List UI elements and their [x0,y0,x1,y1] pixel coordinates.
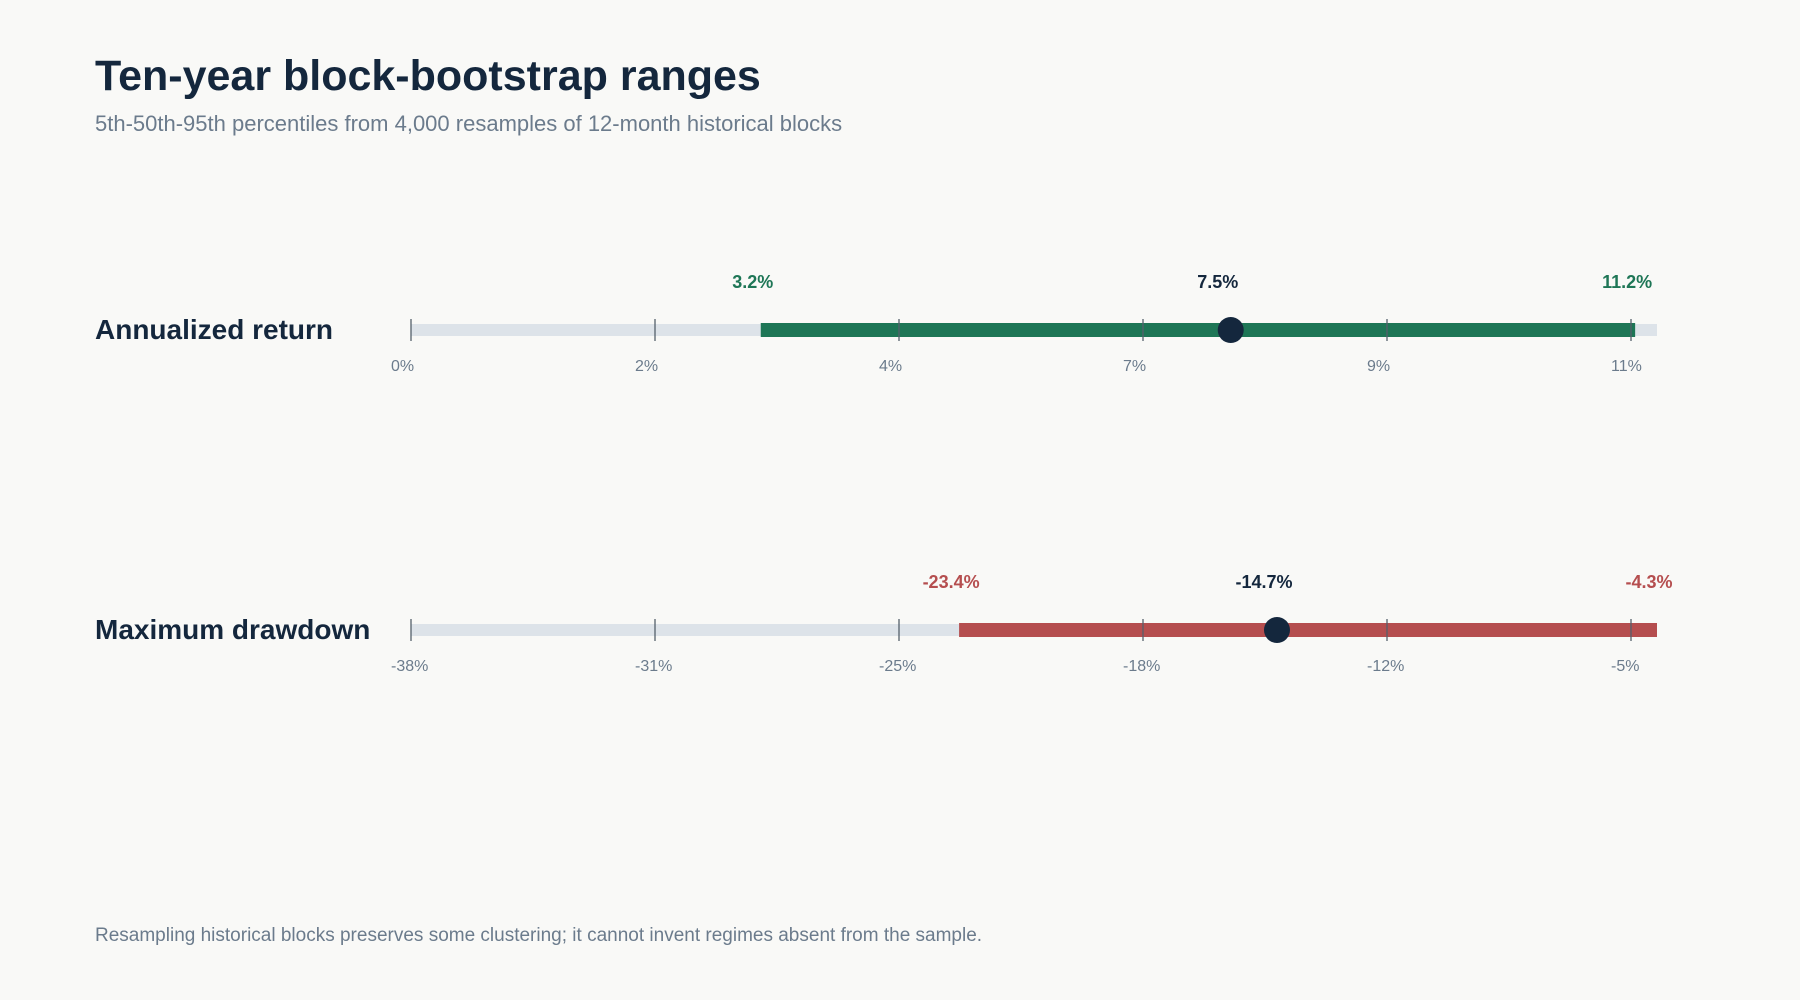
row-label: Annualized return [95,314,333,345]
chart-subtitle: 5th-50th-95th percentiles from 4,000 res… [95,111,843,136]
tick-label: -18% [1123,658,1160,675]
tick-label: 9% [1367,358,1390,375]
tick-label: -12% [1367,658,1404,675]
chart-title: Ten-year block-bootstrap ranges [95,52,761,100]
median-marker [1217,317,1244,343]
row-label: Maximum drawdown [95,614,370,645]
median-marker [1263,617,1290,643]
tick-label: -38% [391,658,428,675]
p5-label: 3.2% [732,272,773,292]
tick-label: 11% [1611,358,1642,375]
chart-footnote: Resampling historical blocks preserves s… [95,925,983,946]
tick-label: 4% [879,358,902,375]
p95-label: 11.2% [1602,272,1652,292]
tick-label: 2% [635,358,658,375]
tick-label: -25% [879,658,916,675]
tick-label: -5% [1611,658,1639,675]
percentile-range-bar [959,623,1657,637]
percentile-range-bar [760,323,1636,337]
tick-label: -31% [635,658,672,675]
tick-label: 0% [391,358,414,375]
p5-label: -23.4% [923,572,980,592]
p50-label: 7.5% [1197,272,1238,292]
tick-label: 7% [1123,358,1146,375]
p95-label: -4.3% [1625,572,1672,592]
p50-label: -14.7% [1235,572,1292,592]
